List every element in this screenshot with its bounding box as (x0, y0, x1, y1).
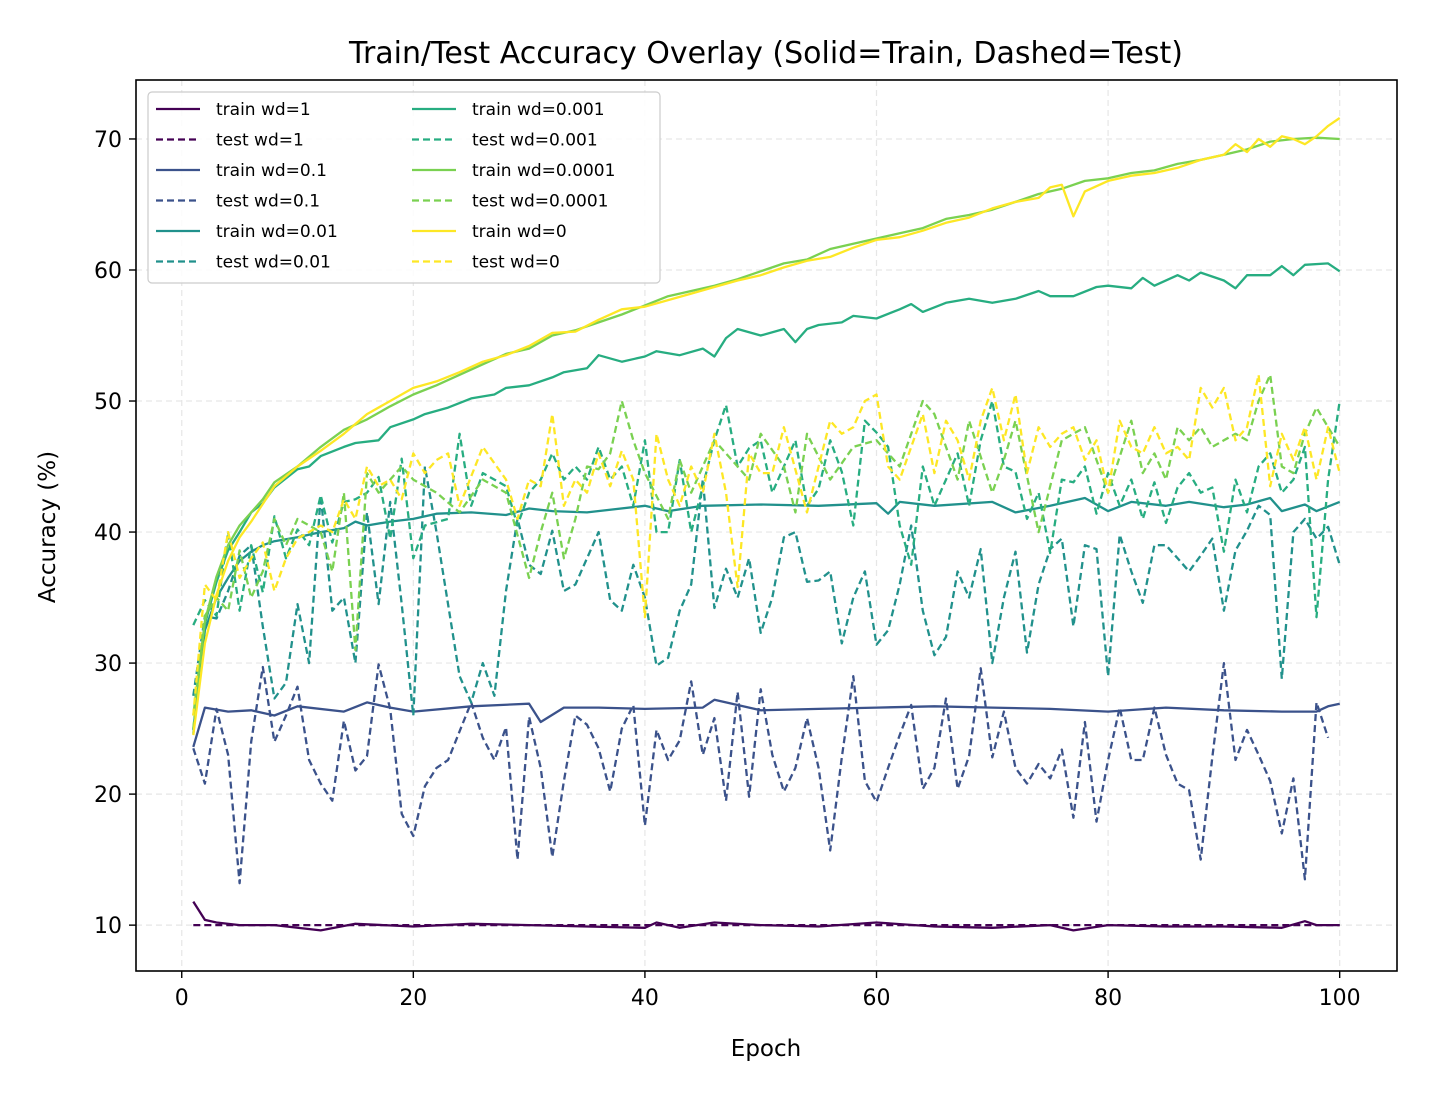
series-line-train-wd-0-0001 (192, 136, 1340, 716)
x-tick-label: 0 (175, 986, 189, 1011)
legend-label: test wd=0.01 (216, 253, 331, 273)
y-tick-label: 50 (94, 390, 122, 415)
legend: train wd=1 test wd=1 train wd=0.1 test wd=0… (147, 91, 661, 284)
y-tick-label: 70 (94, 128, 122, 153)
legend-label: test wd=0 (472, 253, 560, 273)
chart-title: Train/Test Accuracy Overlay (Solid=Train… (348, 36, 1183, 71)
legend-label: train wd=0 (472, 222, 567, 242)
legend-label: train wd=0.01 (216, 222, 338, 242)
legend-label: test wd=1 (216, 131, 304, 151)
y-tick-label: 30 (94, 652, 122, 677)
x-axis-label: Epoch (731, 1036, 801, 1062)
y-axis-label: Accuracy (%) (35, 451, 61, 603)
series-line-test-wd-0-1 (192, 661, 1330, 885)
series-line-train-wd-0-1 (192, 698, 1340, 748)
y-tick-label: 60 (94, 259, 122, 284)
y-tick-label: 10 (94, 914, 122, 939)
legend-label: test wd=0.001 (472, 131, 598, 151)
series-lines (192, 117, 1341, 932)
legend-label: test wd=0.1 (216, 192, 320, 212)
x-tick-label: 20 (399, 986, 427, 1011)
series-line-train-wd-0 (192, 117, 1341, 736)
legend-label: train wd=0.001 (472, 100, 605, 120)
series-line-train-wd-0-001 (192, 262, 1341, 734)
x-tick-label: 60 (863, 986, 891, 1011)
x-tick-label: 80 (1094, 986, 1122, 1011)
plot-frame (135, 79, 1398, 972)
y-tick-label: 40 (94, 521, 122, 546)
axis-ticks: 0 20 40 60 80 100 10 20 30 40 50 60 70 (94, 128, 1361, 1011)
series-line-test-wd-0-0001 (192, 373, 1341, 729)
legend-box (147, 91, 661, 284)
y-tick-label: 20 (94, 783, 122, 808)
series-line-test-wd-0 (192, 373, 1341, 716)
legend-label: train wd=1 (216, 100, 311, 120)
series-line-test-wd-0-001 (192, 399, 1341, 626)
series-line-train-wd-0-01 (192, 496, 1341, 731)
x-tick-label: 100 (1319, 986, 1361, 1011)
legend-label: train wd=0.1 (216, 161, 327, 181)
x-tick-label: 40 (631, 986, 659, 1011)
series-line-train-wd-1 (192, 900, 1340, 932)
legend-label: train wd=0.0001 (472, 161, 615, 181)
legend-label: test wd=0.0001 (472, 192, 608, 212)
